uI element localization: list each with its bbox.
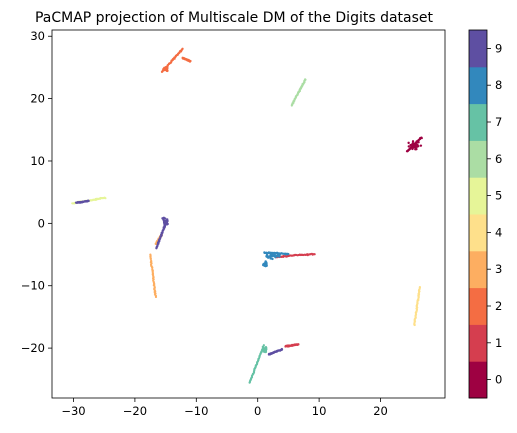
data-point: [271, 257, 274, 261]
point-cluster-6: [290, 78, 307, 107]
data-point: [417, 141, 420, 144]
data-point: [297, 343, 300, 346]
y-tick-label: 20: [30, 92, 45, 106]
colorbar-tick-label: 5: [495, 189, 502, 203]
y-tick-label: 10: [30, 154, 45, 168]
data-point: [411, 140, 415, 143]
data-point: [265, 255, 268, 258]
colorbar-tick-label: 3: [495, 262, 502, 276]
data-point: [415, 140, 418, 143]
colorbar: 0 1 2 3 4 5 6 7 8 9: [468, 29, 502, 399]
colorbar-tick-label: 6: [495, 152, 502, 166]
data-point: [265, 252, 269, 256]
x-tick-label: −10: [184, 404, 208, 418]
colorbar-cell-0: [469, 361, 487, 399]
y-tick-label: 30: [30, 29, 45, 43]
colorbar-cell-8: [469, 66, 487, 105]
data-point: [420, 136, 423, 139]
colorbar-tick-label: 4: [495, 225, 502, 239]
colorbar-cell-5: [469, 177, 487, 215]
colorbar-cell-1: [469, 324, 487, 362]
data-point: [414, 147, 418, 150]
data-point: [161, 217, 164, 220]
colorbar-tick-label: 9: [495, 41, 502, 55]
data-point: [269, 257, 272, 260]
data-point: [313, 253, 316, 256]
y-tick-label: −20: [21, 341, 45, 355]
data-point: [87, 199, 90, 202]
data-point: [149, 256, 152, 259]
data-point: [407, 141, 410, 145]
data-point: [280, 348, 284, 351]
data-point: [262, 344, 265, 347]
point-cluster-7: [248, 344, 268, 384]
data-point: [155, 247, 158, 250]
data-point: [276, 253, 280, 257]
data-point: [407, 145, 410, 148]
point-cluster-2: [160, 47, 192, 73]
x-axis: −30 −20 −10 0 10 20: [61, 398, 388, 418]
data-point: [287, 252, 290, 256]
data-point: [414, 143, 418, 146]
data-point: [411, 141, 415, 145]
colorbar-frame: [468, 29, 488, 399]
data-point: [104, 197, 107, 200]
data-point: [269, 254, 272, 257]
y-axis: −20 −10 0 10 20 30: [21, 29, 52, 355]
y-tick-label: −10: [21, 279, 45, 293]
x-tick-label: 20: [373, 404, 388, 418]
data-point: [154, 295, 158, 299]
x-tick-label: 0: [254, 404, 261, 418]
data-point: [418, 286, 421, 289]
colorbar-cell-4: [469, 214, 487, 252]
colorbar-tick-label: 0: [495, 373, 502, 387]
colorbar-tick-label: 1: [495, 336, 502, 350]
data-point: [271, 251, 275, 255]
colorbar-cell-9: [469, 30, 487, 68]
x-tick-label: −20: [123, 404, 147, 418]
colorbar-cell-2: [469, 287, 487, 325]
x-tick-label: 10: [312, 404, 327, 418]
point-cluster-1: [274, 252, 316, 348]
colorbar-cell-3: [469, 250, 487, 289]
data-point: [163, 222, 166, 226]
data-point: [166, 222, 169, 226]
data-point: [149, 257, 152, 261]
data-point: [264, 260, 267, 264]
data-point: [274, 254, 278, 258]
colorbar-tick-label: 7: [495, 115, 502, 129]
data-point: [181, 47, 184, 50]
colorbar-cell-7: [469, 103, 487, 141]
point-cluster-3: [149, 233, 163, 299]
data-point: [415, 145, 418, 148]
point-cluster-4: [413, 286, 421, 327]
data-point: [411, 147, 414, 151]
colorbar-cell-6: [469, 140, 487, 178]
chart-title: PaCMAP projection of Multiscale DM of th…: [35, 10, 434, 26]
point-cluster-0: [405, 136, 423, 153]
colorbar-tick-label: 8: [495, 78, 502, 92]
x-tick-label: −30: [61, 404, 85, 418]
data-point: [410, 145, 413, 148]
data-point: [419, 144, 423, 147]
data-point: [263, 350, 267, 353]
data-point: [264, 347, 268, 350]
data-point: [263, 264, 267, 267]
data-point: [164, 67, 168, 71]
point-cluster-9: [74, 199, 284, 356]
data-point: [166, 218, 169, 221]
y-tick-label: 0: [38, 216, 45, 230]
colorbar-tick-label: 2: [495, 299, 502, 313]
plot-frame: [51, 29, 446, 399]
point-cluster-8: [262, 251, 290, 268]
scatter-points: [71, 47, 423, 384]
data-point: [304, 78, 307, 81]
data-point: [189, 59, 192, 63]
data-point: [163, 220, 167, 223]
data-point: [278, 255, 281, 258]
data-point: [151, 266, 154, 269]
data-point: [274, 252, 278, 255]
